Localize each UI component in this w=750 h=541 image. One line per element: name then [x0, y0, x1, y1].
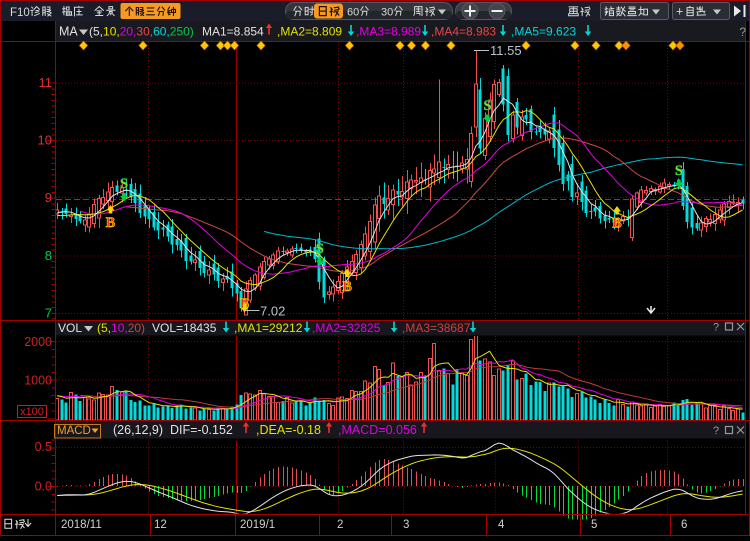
svg-text:30: 30	[381, 7, 393, 19]
svg-text:S: S	[675, 163, 683, 179]
svg-text:11.55: 11.55	[490, 43, 522, 58]
svg-text:10: 10	[38, 133, 52, 148]
svg-text:,MA4=8.983: ,MA4=8.983	[431, 25, 496, 39]
svg-text:7: 7	[45, 305, 52, 320]
svg-text:0.0: 0.0	[35, 480, 52, 494]
svg-text:?: ?	[713, 425, 719, 437]
svg-text:,MA3=8.989: ,MA3=8.989	[356, 25, 421, 39]
svg-text:+: +	[676, 5, 683, 19]
svg-text:12: 12	[154, 519, 167, 531]
svg-text:,MA3=38687: ,MA3=38687	[402, 321, 471, 335]
svg-text:S: S	[316, 241, 324, 257]
svg-text:,MA2=32825: ,MA2=32825	[312, 321, 381, 335]
svg-text:?: ?	[713, 322, 719, 334]
svg-text:3: 3	[403, 519, 409, 531]
svg-text:S: S	[120, 176, 128, 192]
svg-text:(5,10,20,30,60,250): (5,10,20,30,60,250)	[89, 25, 194, 39]
svg-text:MACD: MACD	[57, 425, 91, 437]
svg-text:,MA5=9.623: ,MA5=9.623	[511, 25, 576, 39]
svg-text:F10: F10	[10, 7, 30, 19]
svg-text:1000: 1000	[24, 374, 52, 388]
svg-text:B: B	[106, 215, 116, 231]
svg-text:2000: 2000	[24, 335, 52, 349]
svg-text:11: 11	[39, 75, 53, 90]
svg-text:(5,10,20): (5,10,20)	[97, 321, 145, 335]
svg-text:MA1=8.854: MA1=8.854	[202, 25, 264, 39]
svg-text:B: B	[612, 216, 622, 232]
svg-text:2: 2	[337, 519, 343, 531]
svg-text:S: S	[484, 98, 492, 114]
svg-text:4: 4	[498, 519, 505, 531]
svg-text:,MA1=29212: ,MA1=29212	[234, 321, 303, 335]
svg-text:B: B	[342, 279, 352, 295]
svg-text:9: 9	[45, 190, 52, 205]
svg-text:,MA2=8.809: ,MA2=8.809	[277, 25, 342, 39]
svg-text:8: 8	[45, 248, 52, 263]
svg-text:B: B	[240, 296, 250, 312]
svg-text:,DEA=-0.18: ,DEA=-0.18	[256, 423, 321, 437]
svg-text:DIF=-0.152: DIF=-0.152	[170, 423, 233, 437]
svg-text:2019/1: 2019/1	[240, 519, 275, 531]
svg-text:7.02: 7.02	[260, 304, 285, 319]
svg-text:5: 5	[591, 519, 597, 531]
svg-text:(26,12,9): (26,12,9)	[113, 423, 163, 437]
svg-text:VOL: VOL	[58, 321, 82, 335]
svg-text:VOL=18435: VOL=18435	[152, 321, 217, 335]
svg-text:60: 60	[347, 7, 359, 19]
svg-text:2018/11: 2018/11	[61, 519, 102, 531]
svg-text:6: 6	[681, 519, 687, 531]
svg-text:MA: MA	[59, 25, 78, 39]
svg-text:x100: x100	[20, 406, 44, 418]
svg-text:,MACD=0.056: ,MACD=0.056	[338, 423, 417, 437]
svg-text:?: ?	[739, 25, 746, 39]
svg-text:0.5: 0.5	[35, 440, 52, 454]
